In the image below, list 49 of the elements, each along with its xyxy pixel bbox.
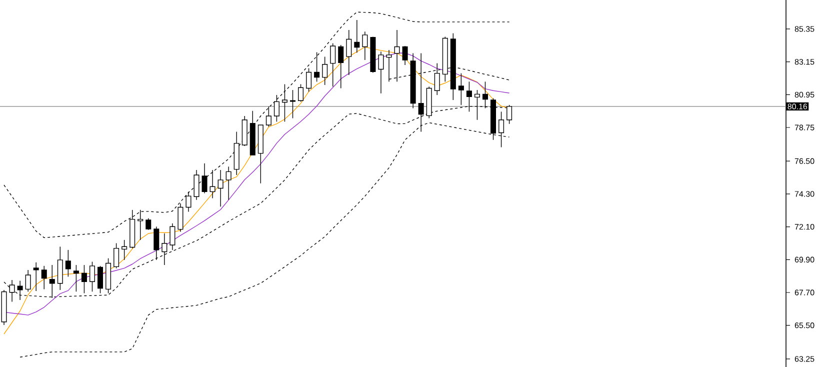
candlestick — [282, 84, 288, 122]
y-tick-label: 76.50 — [794, 158, 814, 164]
candlestick — [170, 223, 176, 250]
y-tick-label: 83.15 — [794, 58, 814, 65]
candlestick — [146, 218, 152, 230]
candlestick — [210, 170, 216, 199]
y-tick-label: 74.30 — [794, 191, 814, 197]
candlestick — [458, 72, 464, 106]
candlestick — [298, 84, 304, 102]
y-tick-label: 72.10 — [794, 224, 814, 230]
candlestick — [89, 261, 95, 292]
y-tick-label: 65.50 — [794, 322, 814, 328]
candlestick — [226, 166, 232, 200]
candlestick — [178, 203, 184, 232]
candlestick — [266, 106, 272, 127]
ref-line-label: 80.16 — [788, 104, 808, 110]
y-tick-label: 80.95 — [794, 92, 814, 98]
candlestick — [346, 30, 352, 76]
candlestick — [322, 56, 328, 86]
candlestick — [98, 266, 104, 294]
candlestick — [202, 162, 208, 194]
y-tick-label: 63.25 — [794, 356, 814, 362]
candlestick — [330, 42, 336, 87]
candlestick — [57, 246, 63, 290]
candlestick — [402, 46, 408, 66]
candlestick — [33, 262, 39, 292]
candlestick — [354, 20, 360, 54]
y-tick-label: 69.90 — [794, 256, 814, 262]
candlestick — [154, 226, 160, 260]
candlestick — [41, 266, 47, 290]
candlestick — [218, 170, 224, 207]
y-tick-label: 67.70 — [794, 290, 814, 296]
candlestick — [362, 31, 368, 60]
candlestick — [194, 170, 200, 200]
candlestick — [114, 242, 120, 269]
candlestick — [65, 250, 71, 278]
candlestick — [81, 264, 87, 294]
candlestick — [274, 94, 280, 122]
candlestick — [186, 191, 192, 212]
y-tick-label: 78.75 — [794, 124, 814, 130]
candlestick — [25, 270, 31, 292]
candlestick — [378, 51, 384, 94]
candlestick — [73, 264, 79, 292]
candlestick — [338, 44, 344, 89]
candlestick — [306, 68, 312, 92]
candlestick — [314, 52, 320, 82]
y-tick-label: 85.35 — [794, 26, 814, 32]
candlestick — [162, 233, 168, 266]
candlestick — [122, 240, 128, 260]
